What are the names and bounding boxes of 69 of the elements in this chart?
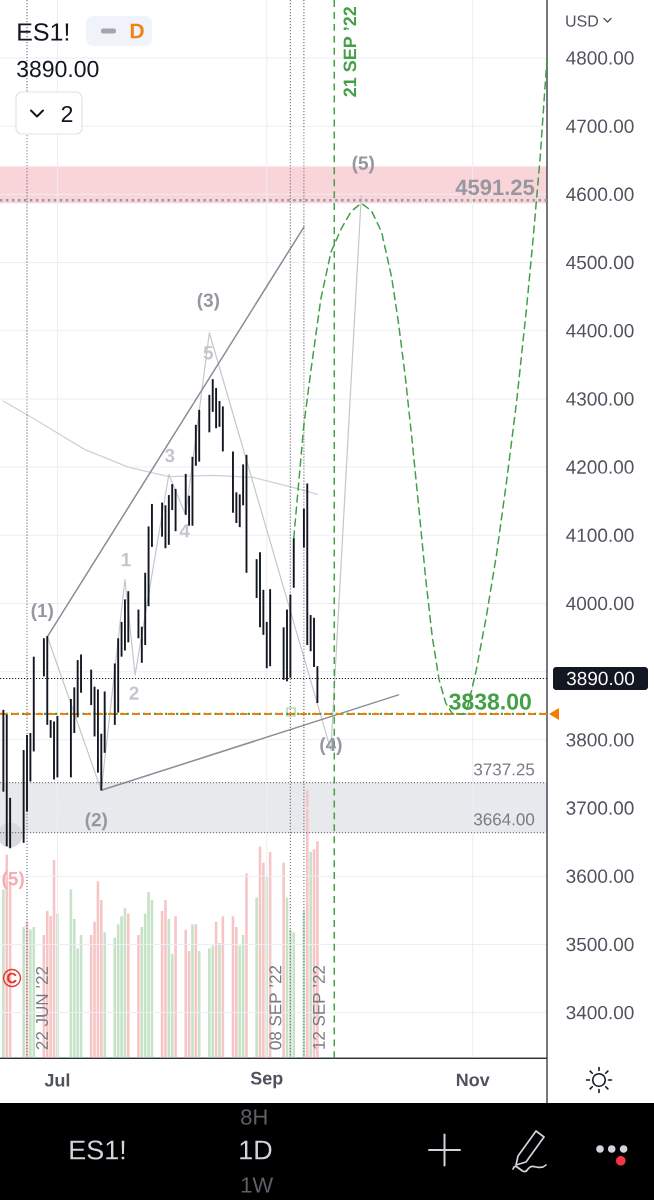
text: ES1! xyxy=(18,23,69,41)
annotation: (5) xyxy=(2,871,24,890)
annotation: © xyxy=(2,968,22,988)
y-tick-label: 4600.00 xyxy=(566,187,634,202)
text: 8H xyxy=(241,1109,267,1125)
y-tick-label: 4300.00 xyxy=(566,392,634,406)
bar xyxy=(211,945,215,1059)
bar xyxy=(184,929,188,1059)
text: 3890.00 xyxy=(17,60,99,78)
ref-line-label: 12 SEP ’22 xyxy=(312,965,325,1049)
y-tick-label: 4700.00 xyxy=(566,119,634,133)
y-axis-title: USD xyxy=(566,15,599,27)
y-tick-label: 4200.00 xyxy=(566,460,634,474)
y-tick-label: 3800.00 xyxy=(566,733,634,747)
bar xyxy=(32,926,36,1059)
annotation: (1) xyxy=(31,603,53,622)
annotation: 2 xyxy=(129,686,139,700)
bar xyxy=(245,873,248,1059)
y-tick-label: 3400.00 xyxy=(566,1005,634,1020)
text: ES1! xyxy=(70,1140,125,1160)
bar xyxy=(282,862,285,1059)
ref-line-label: 3737.25 xyxy=(474,763,535,776)
bar xyxy=(2,889,5,1059)
x-tick-label: Jul xyxy=(44,1073,70,1087)
annotation: (5) xyxy=(352,155,374,174)
y-tick-label: 4000.00 xyxy=(566,596,634,611)
y-tick-label: 3700.00 xyxy=(566,801,634,815)
bar xyxy=(197,951,201,1059)
x-tick-label: Sep xyxy=(250,1071,283,1089)
y-tick-label: 3500.00 xyxy=(566,937,634,952)
y-tick-label: 4100.00 xyxy=(566,528,634,543)
y-tick-label: 4800.00 xyxy=(566,51,634,65)
ref-line-label: 21 SEP ’22 xyxy=(343,6,357,97)
ref-line-label: 3664.00 xyxy=(474,813,535,826)
text: 1D xyxy=(240,1140,272,1160)
bar xyxy=(29,929,32,1059)
y-tick-label: 3600.00 xyxy=(566,869,634,883)
bar xyxy=(137,935,140,1059)
bar xyxy=(127,913,130,1059)
annotation: (3) xyxy=(197,292,220,311)
annotation: 2 xyxy=(61,105,73,123)
annotation: 3 xyxy=(164,448,175,463)
text: 1W xyxy=(241,1177,274,1193)
bar xyxy=(208,948,211,1059)
y-tick-label: 4500.00 xyxy=(566,255,634,270)
x-tick-label: Nov xyxy=(456,1073,490,1087)
bar xyxy=(174,916,177,1059)
ref-line-label: 08 SEP ’22 xyxy=(269,965,282,1050)
bar xyxy=(292,932,296,1059)
annotation: 1 xyxy=(121,553,131,567)
annotation: D xyxy=(130,23,144,39)
annotation: 4 xyxy=(179,524,190,538)
bar xyxy=(147,892,150,1059)
bar xyxy=(191,924,194,1059)
ref-line-label: 3890.00 xyxy=(566,671,635,686)
y-tick-label: 4400.00 xyxy=(566,323,634,338)
bar xyxy=(218,943,221,1059)
ref-line-label: 22 JUN ’22 xyxy=(35,966,49,1050)
bar xyxy=(22,926,25,1059)
annotation: 5 xyxy=(203,346,214,360)
bar xyxy=(164,900,167,1059)
ref-line-label: 3838.00 xyxy=(449,693,531,710)
bar xyxy=(305,790,309,1059)
annotation: (2) xyxy=(85,812,107,831)
ref-line-label: 4591.25 xyxy=(455,179,535,196)
bar xyxy=(255,897,258,1059)
bar xyxy=(309,851,312,1059)
bar xyxy=(103,932,106,1059)
annotation: (4) xyxy=(320,737,342,755)
